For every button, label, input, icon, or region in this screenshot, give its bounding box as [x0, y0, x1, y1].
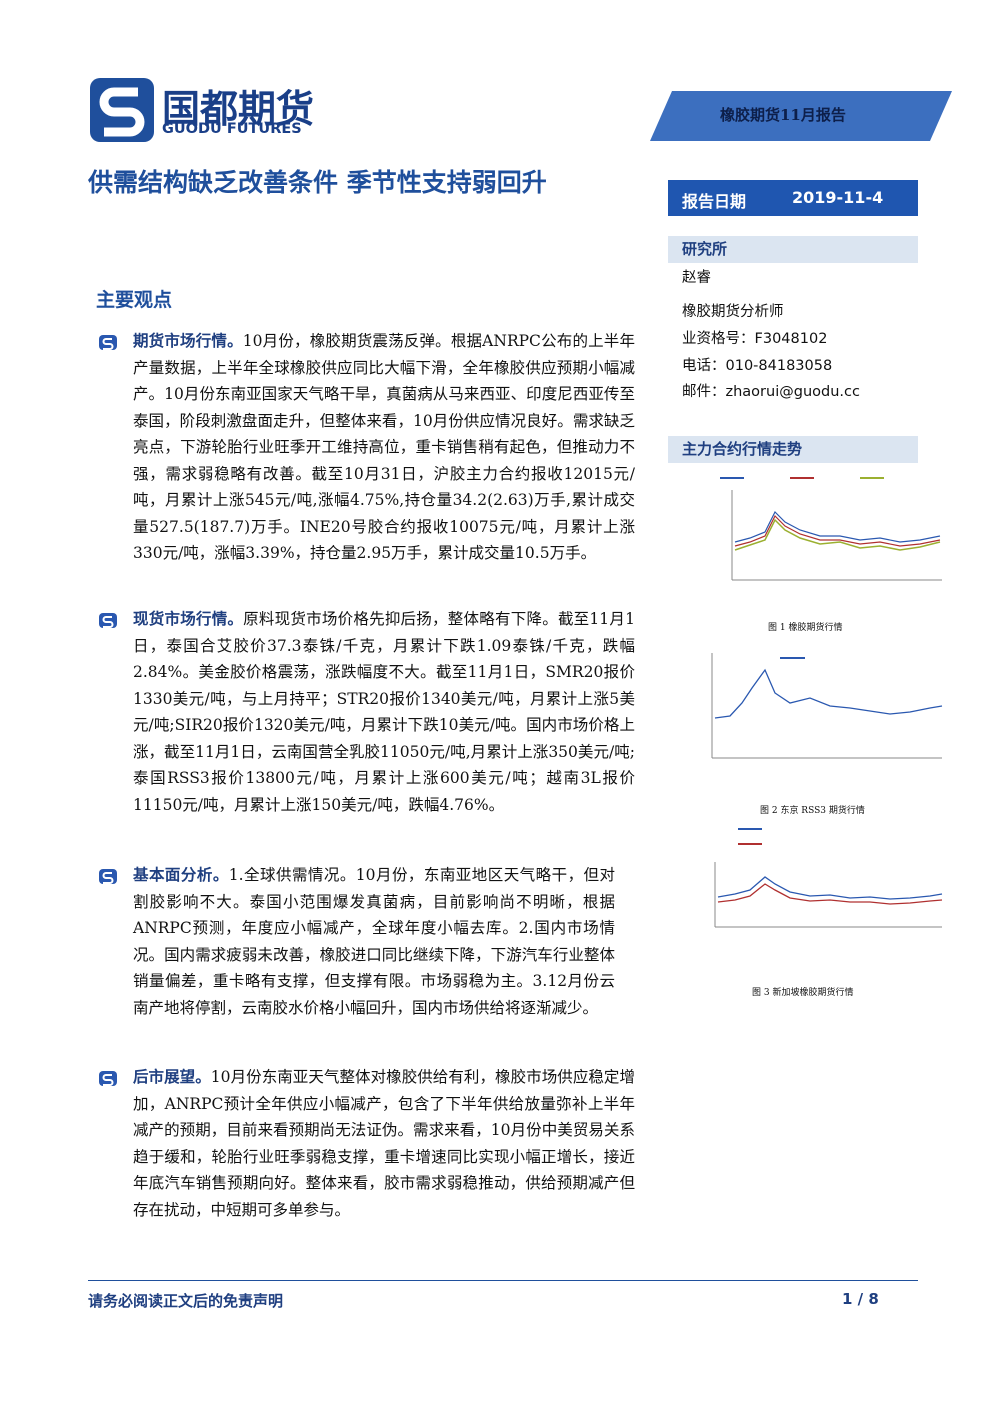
date-box: [668, 180, 918, 216]
logo-mark: [90, 78, 154, 142]
institute-bar: 研究所: [668, 236, 918, 263]
date-label: 报告日期: [682, 192, 747, 211]
section: 后市展望。10月份东南亚天气整体对橡胶供给有利，橡胶市场供应稳定增加，ANRPC…: [95, 1064, 635, 1223]
phone: 电话：010-84183058: [682, 358, 833, 374]
section-body: 1.全球供需情况。10月份，东南亚地区天气略干，但对割胶影响不大。泰国小范围爆发…: [133, 866, 615, 1017]
banner-text: 橡胶期货11月报告: [720, 106, 846, 124]
section-body: 原料现货市场价格先抑后扬，整体略有下降。截至11月1日，泰国合艾胶价37.3泰铢…: [133, 610, 635, 814]
figure-1: [720, 477, 942, 581]
paragraph: 基本面分析。1.全球供需情况。10月份，东南亚地区天气略干，但对割胶影响不大。泰…: [133, 862, 615, 1021]
section-lead: 基本面分析。: [133, 865, 229, 884]
page-number: 1 / 8: [842, 1290, 879, 1308]
date: 2019-11-4: [792, 188, 884, 207]
license: 业资格号：F3048102: [682, 331, 828, 347]
figure-caption: 图 1 橡胶期货行情: [768, 623, 843, 633]
figure-caption: 图 3 新加坡橡胶期货行情: [752, 988, 854, 998]
section-lead: 后市展望。: [133, 1067, 211, 1086]
section-body: 10月份，橡胶期货震荡反弹。根据ANRPC公布的上半年产量数据，上半年全球橡胶供…: [133, 332, 635, 562]
bullet-icon: [99, 869, 117, 884]
bullet-icon: [99, 335, 117, 350]
section-body: 10月份东南亚天气整体对橡胶供给有利，橡胶市场供应稳定增加，ANRPC预计全年供…: [133, 1068, 635, 1219]
main-heading: 主要观点: [96, 289, 173, 311]
paragraph: 现货市场行情。原料现货市场价格先抑后扬，整体略有下降。截至11月1日，泰国合艾胶…: [133, 606, 635, 818]
banner-shape: [650, 91, 952, 141]
figure-caption: 图 2 东京 RSS3 期货行情: [760, 806, 865, 816]
report-title: 供需结构缺乏改善条件 季节性支持弱回升: [88, 168, 547, 197]
section: 期货市场行情。10月份，橡胶期货震荡反弹。根据ANRPC公布的上半年产量数据，上…: [95, 328, 635, 567]
analyst-role: 橡胶期货分析师: [682, 304, 784, 320]
email: 邮件：zhaorui@guodu.cc: [682, 384, 860, 400]
section: 基本面分析。1.全球供需情况。10月份，东南亚地区天气略干，但对割胶影响不大。泰…: [95, 862, 615, 1021]
logo-en: GUODU FUTURES: [162, 121, 302, 137]
section: 现货市场行情。原料现货市场价格先抑后扬，整体略有下降。截至11月1日，泰国合艾胶…: [95, 606, 635, 818]
footer-rule: [88, 1280, 918, 1281]
bullet-icon: [99, 613, 117, 628]
section-lead: 期货市场行情。: [133, 331, 243, 350]
bullet-icon: [99, 1071, 117, 1086]
logo-cn: 国都期货: [162, 87, 315, 131]
figure-2: [711, 653, 943, 759]
figure-3: [714, 828, 943, 928]
paragraph: 期货市场行情。10月份，橡胶期货震荡反弹。根据ANRPC公布的上半年产量数据，上…: [133, 328, 635, 567]
chart-section-bar: 主力合约行情走势: [668, 436, 918, 463]
paragraph: 后市展望。10月份东南亚天气整体对橡胶供给有利，橡胶市场供应稳定增加，ANRPC…: [133, 1064, 635, 1223]
section-lead: 现货市场行情。: [133, 609, 244, 628]
analyst-name: 赵睿: [682, 270, 711, 286]
disclaimer: 请务必阅读正文后的免责声明: [88, 1292, 284, 1310]
